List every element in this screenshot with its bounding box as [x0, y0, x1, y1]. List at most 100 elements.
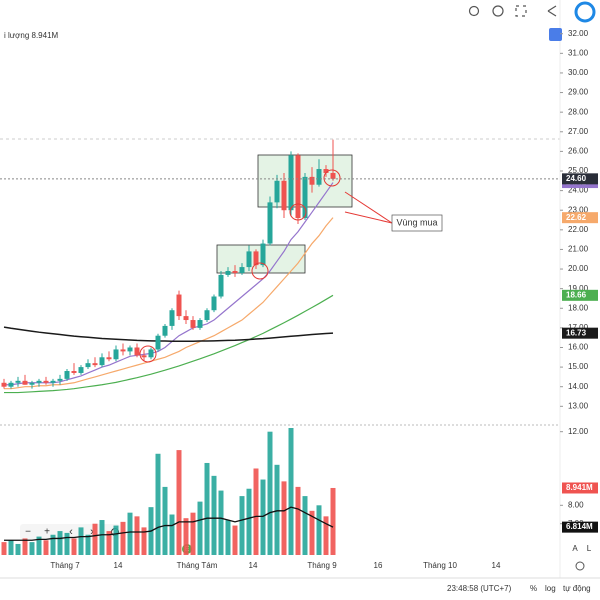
candle-body	[22, 380, 28, 385]
logo	[574, 1, 596, 23]
candle-body	[239, 267, 245, 273]
candle-body	[274, 180, 280, 203]
log-toggle[interactable]: log	[545, 584, 556, 593]
candle-body	[162, 325, 168, 336]
volume-bar	[15, 543, 21, 555]
scroll-right[interactable]: ›	[90, 526, 94, 538]
candle-body	[204, 310, 210, 321]
candle-body	[57, 378, 63, 381]
candle-body	[50, 380, 56, 383]
volume-bar	[267, 431, 273, 555]
volume-bar	[92, 523, 98, 555]
volume-bar	[183, 518, 189, 555]
candle-body	[1, 382, 7, 387]
y-tick-label: 29.00	[568, 88, 589, 97]
y-tick-label: 16.00	[568, 343, 589, 352]
volume-bar	[309, 510, 315, 555]
candle-body	[29, 382, 35, 385]
candle-body	[78, 367, 84, 373]
search-icon[interactable]	[468, 5, 480, 17]
toolbar[interactable]	[468, 5, 557, 17]
volume-bar	[64, 532, 70, 555]
y-tick-label: 22.00	[568, 225, 589, 234]
scale-a[interactable]: A	[572, 544, 578, 553]
volume-bar	[134, 516, 140, 555]
y-tick-label: 23.00	[568, 205, 589, 214]
volume-bar	[225, 520, 231, 555]
volume-bar	[218, 490, 224, 555]
volume-bar	[1, 542, 7, 555]
highlight-circle	[323, 169, 341, 187]
volume-bar	[316, 505, 322, 555]
x-tick-label: 14	[114, 561, 123, 570]
volume-bar	[22, 538, 28, 555]
y-tick-label: 19.00	[568, 284, 589, 293]
volume-bar	[246, 488, 252, 555]
y-tick-label: 31.00	[568, 48, 589, 57]
y-tick-label: 14.00	[568, 382, 589, 391]
volume-bar	[169, 514, 175, 555]
volume-bar	[211, 475, 217, 555]
candle-body	[43, 380, 49, 383]
candle-body	[316, 169, 322, 185]
volume-bar	[36, 536, 42, 555]
price-badge	[562, 173, 598, 185]
ma-line	[4, 217, 334, 390]
volume-bar	[274, 464, 280, 555]
y-tick-label: 12.00	[568, 427, 589, 436]
zoom-in[interactable]: +	[44, 527, 50, 538]
scroll-left[interactable]: ‹	[69, 526, 73, 538]
volume-bar	[176, 450, 182, 555]
volume-bar	[295, 486, 301, 555]
x-tick-label: Tháng 7	[50, 561, 80, 570]
percent-toggle[interactable]: %	[530, 584, 537, 593]
highlight-circle	[289, 203, 307, 221]
fullscreen-icon[interactable]	[515, 5, 527, 17]
candle-body	[183, 316, 189, 321]
y-tick-label: 26.00	[568, 146, 589, 155]
clock: 23:48:58 (UTC+7)	[447, 584, 512, 593]
volume-bar	[260, 479, 266, 555]
candle-body	[127, 347, 133, 352]
candle-body	[197, 320, 203, 328]
scale-l[interactable]: L	[587, 544, 592, 553]
x-tick-label: Tháng 9	[307, 561, 337, 570]
zoom-out[interactable]: −	[25, 527, 31, 538]
y-tick-label: 18.00	[568, 303, 589, 312]
volume-bar	[50, 534, 56, 555]
volume-bar	[232, 525, 238, 555]
settings-icon[interactable]	[492, 5, 504, 17]
volume-bar	[330, 487, 336, 555]
alert-icon[interactable]	[549, 28, 562, 41]
candle-body	[225, 271, 231, 275]
volume-bar	[99, 520, 105, 555]
volume-bar	[141, 527, 147, 555]
candle-body	[148, 349, 154, 358]
volume-title: i lượng 8.941M	[4, 31, 59, 40]
settings-small[interactable]	[575, 561, 585, 571]
candle-body	[113, 349, 119, 360]
share-icon[interactable]	[547, 5, 557, 17]
y-tick-label: 27.00	[568, 127, 589, 136]
volume-bar	[57, 531, 63, 555]
price-badge-label: 18.66	[566, 290, 587, 299]
volume-bar	[323, 516, 329, 555]
volume-bar	[288, 428, 294, 555]
y-tick-label: 25.00	[568, 166, 589, 175]
candle-body	[309, 176, 315, 185]
x-tick-label: Tháng Tám	[177, 561, 218, 570]
highlight-circle	[251, 262, 269, 280]
volume-bar	[8, 540, 14, 555]
y-tick-label: 28.00	[568, 107, 589, 116]
volume-bar	[197, 501, 203, 555]
ma-line	[3, 326, 334, 342]
ma-line	[4, 182, 334, 386]
volume-bar	[113, 525, 119, 555]
candle-body	[295, 155, 301, 219]
y-tick-label: 30.00	[568, 68, 589, 77]
candle-body	[141, 355, 147, 358]
x-tick-label: Tháng 10	[423, 561, 457, 570]
auto-toggle[interactable]: tự động	[563, 584, 591, 593]
candle-body	[134, 347, 140, 356]
